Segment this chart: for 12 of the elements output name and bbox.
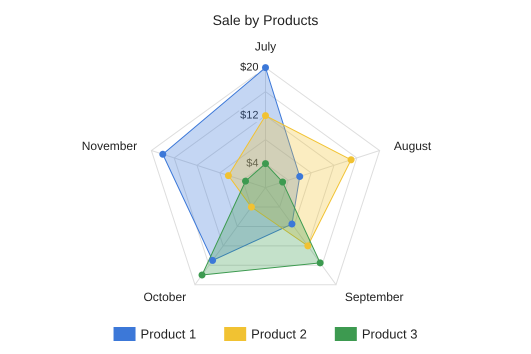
legend-label: Product 2 xyxy=(251,326,307,342)
chart-title: Sale by Products xyxy=(212,12,318,28)
spoke-label: July xyxy=(254,40,276,54)
y-tick-label: $4 xyxy=(246,158,258,170)
legend-label: Product 3 xyxy=(362,326,418,342)
spoke-label: September xyxy=(344,290,404,304)
legend-label: Product 1 xyxy=(140,326,196,342)
y-tick-label: $20 xyxy=(240,62,258,74)
spoke-label: August xyxy=(394,138,432,153)
spoke-label: November xyxy=(82,138,138,153)
y-tick-label: $12 xyxy=(240,110,258,122)
spoke-label: October xyxy=(143,290,186,304)
